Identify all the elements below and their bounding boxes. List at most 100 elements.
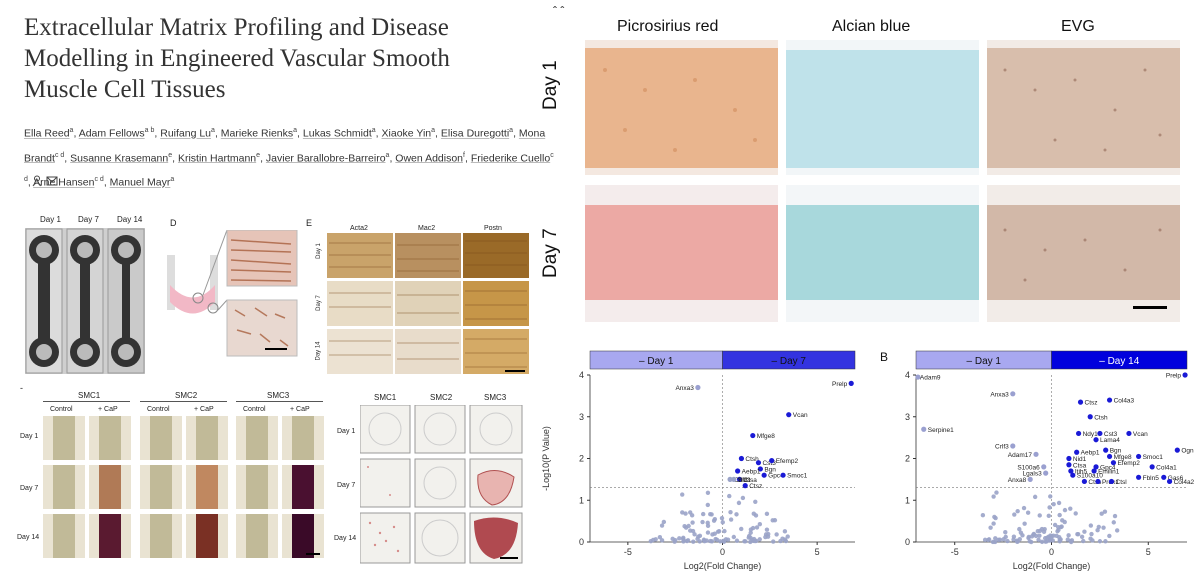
background-point [701,511,706,517]
background-point [659,538,665,543]
data-point [695,384,701,391]
background-point [771,539,776,544]
background-point [991,521,996,526]
background-point [1036,537,1041,542]
stain-label: Mac2 [418,225,436,232]
author-link[interactable]: Susanne Krasemann [70,152,169,164]
data-point [1091,468,1097,474]
background-point [727,493,732,499]
smc-brightfield-grid [43,416,328,558]
author-link[interactable]: Ella Reed [24,127,70,140]
point-label: Col4a3 [1114,398,1135,405]
background-point [712,531,717,536]
background-point [1097,539,1103,544]
background-point [1066,533,1071,538]
condition-label: + CaP [290,406,310,413]
data-point [738,455,745,462]
background-point [1032,494,1038,500]
background-point [692,532,697,537]
background-point [720,520,725,525]
condition-label: + CaP [98,406,118,413]
background-point [736,500,742,506]
author-link[interactable]: Elisa Duregotti [440,127,510,140]
author-link[interactable]: Manuel Mayr [109,176,171,189]
histology-images [585,40,1180,322]
stain-header: EVG [1061,18,1095,35]
panel-e-label: E [306,218,313,228]
background-point [990,539,996,545]
point-label: Gas6 [1168,475,1184,482]
point-label: Adam17 [1008,452,1033,459]
background-point [680,492,685,497]
author-link[interactable]: Javier Barallobre-Barreiro [265,152,386,164]
background-point [1068,539,1073,544]
data-point [727,476,733,482]
background-point [757,522,763,527]
point-label: Slit3 [738,477,751,484]
data-point [1066,455,1072,462]
person-icon[interactable] [32,175,42,187]
background-point [1029,539,1034,545]
condition-label: + CaP [194,406,214,413]
author-link[interactable]: Adam Fellows [78,127,145,140]
background-point [764,511,770,517]
background-point [1003,529,1008,535]
title-line: Extracellular Matrix Profiling and Disea… [24,14,449,41]
panel-d-drawing [167,229,298,357]
point-label: Lama4 [1100,437,1120,444]
point-label: Smoc1 [1143,454,1164,461]
background-point [980,513,986,518]
background-point [783,538,789,544]
background-point [1011,537,1016,542]
author-link[interactable]: Kristin Hartmann [177,152,257,164]
author-link[interactable]: Mona Brandt [24,127,546,165]
background-point [739,526,744,532]
paper-title: Extracellular Matrix Profiling and Disea… [24,12,544,105]
author-link[interactable]: Lukas Schmidt [302,127,372,140]
y-tick-label: 2 [579,454,584,464]
background-point [1026,534,1032,540]
data-point [921,426,927,432]
point-label: Crlf3 [734,477,748,484]
y-tick-label: 3 [905,412,910,422]
author-affiliation: a [431,127,436,134]
data-point [1010,443,1016,449]
point-label: Anxa3 [675,385,694,392]
mail-icon[interactable] [46,176,58,186]
data-point [1161,474,1167,480]
condition-label: Control [243,406,266,413]
background-point [728,509,733,515]
data-point [1149,464,1155,470]
background-point [751,511,756,516]
background-point [728,517,734,522]
background-point [683,511,688,516]
background-point [712,516,718,522]
data-point [1136,474,1142,480]
point-label: Efemp2 [776,458,799,465]
background-point [982,537,988,543]
title-line: Muscle Cell Tissues [24,76,226,103]
point-label: S100a10 [1077,473,1103,480]
point-label: Aebp1 [1081,450,1100,457]
background-point [1022,521,1027,526]
data-point [769,457,775,464]
data-point [1041,464,1047,470]
author-link[interactable]: Ruifang Lu [160,127,212,140]
author-link[interactable]: Owen Addison [395,152,464,164]
point-label: Itih5 [1075,469,1088,476]
background-point [754,525,760,530]
panel-b-label: B [880,350,888,364]
point-label: Vcan [793,412,808,419]
background-point [770,518,775,523]
smc-right-label: SMC3 [484,393,507,402]
author-link[interactable]: Xiaoke Yin [381,127,432,140]
data-point [1027,476,1033,482]
background-point [763,534,768,540]
tissue-rings-photo [25,228,145,374]
author-link[interactable]: Friederike Cuello [470,152,551,164]
author-link[interactable]: Marieke Rienks [220,127,294,140]
smc-group-label: SMC1 [78,391,101,400]
background-point [705,502,711,508]
background-point [650,537,656,543]
y-tick-label: 0 [579,537,584,547]
